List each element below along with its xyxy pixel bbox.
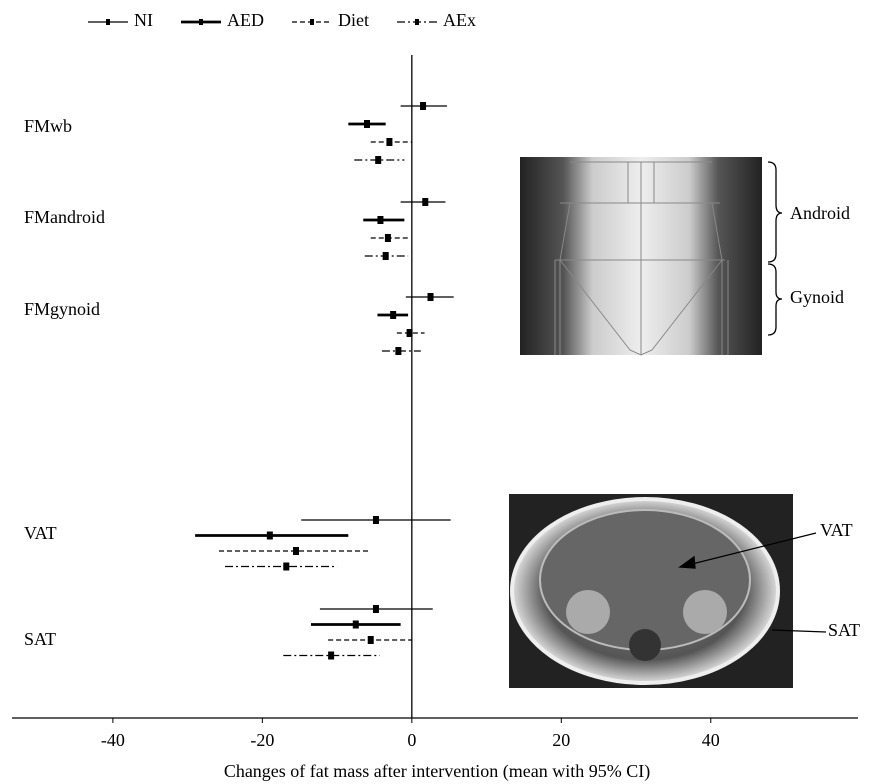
dxa-image — [520, 157, 762, 356]
legend-label: Diet — [338, 10, 369, 30]
mean-marker — [386, 138, 393, 146]
legend-marker — [106, 19, 110, 25]
legend-label: NI — [134, 10, 153, 30]
mean-marker — [283, 562, 290, 571]
mean-marker — [395, 347, 402, 355]
annotation-lines — [678, 161, 827, 633]
mean-marker — [372, 516, 379, 524]
legend-marker — [199, 19, 203, 25]
x-tick-label: 20 — [552, 730, 570, 750]
category-label: VAT — [24, 523, 57, 543]
mean-marker — [328, 651, 335, 660]
x-tick-label: 40 — [702, 730, 720, 750]
mean-marker — [367, 636, 374, 644]
mri-image — [509, 494, 793, 688]
annotation: VAT — [820, 520, 853, 540]
mean-marker — [292, 547, 299, 555]
mean-marker — [266, 531, 273, 540]
category-label: FMgynoid — [24, 299, 100, 319]
mean-marker — [390, 311, 397, 319]
mean-marker — [375, 156, 382, 164]
mean-marker — [384, 234, 391, 242]
annotation: Android — [790, 203, 850, 223]
x-tick-label: -20 — [250, 730, 274, 750]
category-label: SAT — [24, 629, 56, 649]
x-tick-label: 0 — [407, 730, 416, 750]
mean-marker — [372, 605, 379, 613]
legend-label: AED — [227, 10, 264, 30]
category-label: FMandroid — [24, 207, 105, 227]
mean-marker — [422, 198, 429, 206]
annotation: Gynoid — [790, 287, 844, 307]
category-label: FMwb — [24, 116, 72, 136]
mean-marker — [420, 102, 427, 110]
mean-marker — [377, 216, 384, 224]
x-tick-label: -40 — [101, 730, 125, 750]
legend-marker — [415, 19, 419, 25]
x-axis-label: Changes of fat mass after intervention (… — [224, 761, 650, 782]
mean-marker — [406, 329, 413, 337]
mean-marker — [363, 120, 370, 128]
legend-label: AEx — [443, 10, 476, 30]
mean-marker — [382, 252, 389, 260]
annotation: SAT — [828, 620, 860, 640]
legend-marker — [310, 19, 314, 25]
mean-marker — [352, 620, 359, 629]
mean-marker — [427, 293, 434, 301]
